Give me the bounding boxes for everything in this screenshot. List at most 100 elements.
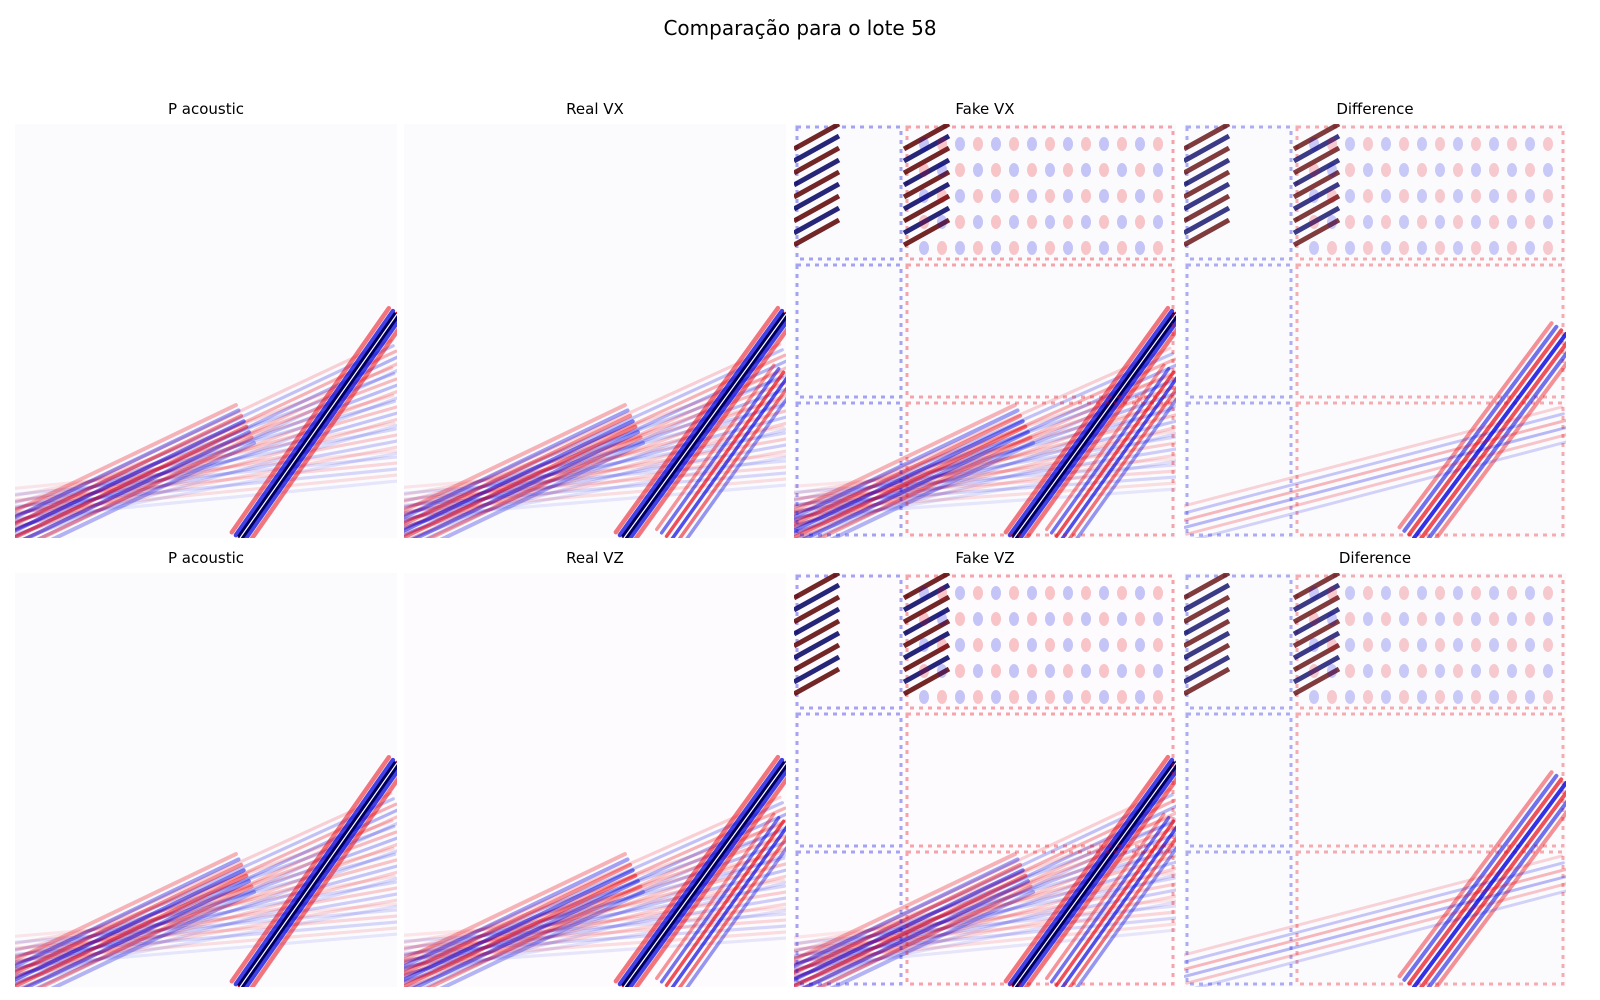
heatmap-panel — [404, 573, 786, 987]
artifact-blob — [1081, 638, 1091, 652]
artifact-blob — [1525, 612, 1535, 626]
artifact-blob — [1063, 163, 1073, 177]
artifact-blob — [1309, 638, 1319, 652]
artifact-blob — [1525, 241, 1535, 255]
tile-artifact — [795, 263, 903, 399]
artifact-blob — [1417, 163, 1427, 177]
reflection-band — [404, 348, 784, 525]
artifact-blob — [1153, 638, 1163, 652]
artifact-stripe — [1184, 181, 1231, 212]
artifact-blob — [1117, 189, 1127, 203]
artifact-blob — [1135, 638, 1145, 652]
heatmap-panel — [1184, 573, 1566, 987]
artifact-blob — [1309, 690, 1319, 704]
artifact-blob — [973, 163, 983, 177]
artifact-blob — [1063, 586, 1073, 600]
reflection-band — [794, 868, 1025, 982]
reflection-band — [794, 469, 1176, 500]
reflection-band — [15, 857, 241, 969]
residual-band — [1193, 440, 1566, 538]
reflection-band — [22, 430, 251, 538]
reflection-band — [15, 344, 395, 526]
artifact-blob — [1045, 586, 1055, 600]
artifact-blob — [991, 241, 1001, 255]
reflection-band — [15, 421, 396, 498]
artifact-blob — [1543, 638, 1553, 652]
artifact-blob — [1381, 690, 1391, 704]
artifact-blob — [1309, 163, 1319, 177]
artifact-blob — [1309, 612, 1319, 626]
heatmap-image — [794, 124, 1176, 538]
tile-artifact — [795, 401, 903, 537]
artifact-blob — [1081, 137, 1091, 151]
artifact-blob — [1117, 215, 1127, 229]
converted-wave-band — [1054, 370, 1176, 538]
artifact-blob — [973, 638, 983, 652]
artifact-blob — [1507, 638, 1517, 652]
residual-band — [1397, 321, 1554, 530]
artifact-blob — [991, 690, 1001, 704]
heatmap-svg — [1184, 124, 1566, 538]
residual-band — [1412, 332, 1566, 538]
artifact-blob — [1099, 690, 1109, 704]
artifact-blob — [1363, 586, 1373, 600]
subplot-title: P acoustic — [167, 549, 245, 567]
converted-wave-band — [1045, 363, 1166, 532]
direct-wave-core — [623, 313, 786, 538]
artifact-stripe — [794, 654, 841, 685]
reflection-band — [815, 884, 1033, 987]
artifact-blob — [919, 215, 929, 229]
artifact-blob — [1435, 638, 1445, 652]
residual-band — [1412, 781, 1566, 987]
reflection-band — [794, 873, 1028, 987]
reflection-band — [794, 898, 1176, 939]
artifact-blob — [1081, 241, 1091, 255]
artifact-blob — [1543, 189, 1553, 203]
reflection-band — [799, 845, 1176, 987]
residual-band — [1185, 433, 1566, 536]
artifact-stripe — [1184, 193, 1231, 224]
converted-wave-band — [1049, 816, 1171, 984]
artifact-stripe — [794, 217, 841, 248]
artifact-blob — [1135, 215, 1145, 229]
artifact-blob — [919, 586, 929, 600]
tile-artifact — [1295, 263, 1565, 399]
artifact-blob — [1027, 690, 1037, 704]
heatmap-panel — [404, 124, 786, 538]
artifact-blob — [1345, 690, 1355, 704]
reflection-band — [794, 857, 1020, 969]
artifact-stripe — [1292, 205, 1341, 236]
artifact-blob — [919, 612, 929, 626]
artifact-blob — [1045, 612, 1055, 626]
artifact-stripe — [1184, 618, 1231, 649]
artifact-blob — [1525, 690, 1535, 704]
artifact-stripe — [1184, 594, 1231, 625]
artifact-stripe — [902, 181, 951, 212]
artifact-stripe — [1292, 181, 1341, 212]
artifact-blob — [1489, 163, 1499, 177]
reflection-band — [794, 435, 1176, 502]
direct-wave-band — [1023, 327, 1176, 538]
reflection-band — [794, 928, 1176, 970]
tile-artifact — [1185, 401, 1293, 537]
artifact-blob — [1081, 189, 1091, 203]
artifact-blob — [1507, 241, 1517, 255]
artifact-blob — [1363, 189, 1373, 203]
subplot-title: P acoustic — [167, 100, 245, 118]
artifact-stripe — [794, 205, 841, 236]
artifact-blob — [1453, 664, 1463, 678]
direct-wave-band — [1007, 308, 1175, 538]
artifact-blob — [991, 137, 1001, 151]
reflection-band — [15, 914, 397, 950]
artifact-blob — [1435, 690, 1445, 704]
reflection-band — [794, 787, 1172, 968]
artifact-blob — [1507, 137, 1517, 151]
heatmap-panel — [15, 124, 397, 538]
converted-wave-band — [1049, 367, 1171, 535]
heatmap-image — [1184, 124, 1566, 538]
artifact-blob — [919, 638, 929, 652]
subplot-title: Difference — [1336, 100, 1414, 118]
artifact-blob — [1327, 612, 1337, 626]
artifact-blob — [1381, 241, 1391, 255]
artifact-blob — [1453, 241, 1463, 255]
